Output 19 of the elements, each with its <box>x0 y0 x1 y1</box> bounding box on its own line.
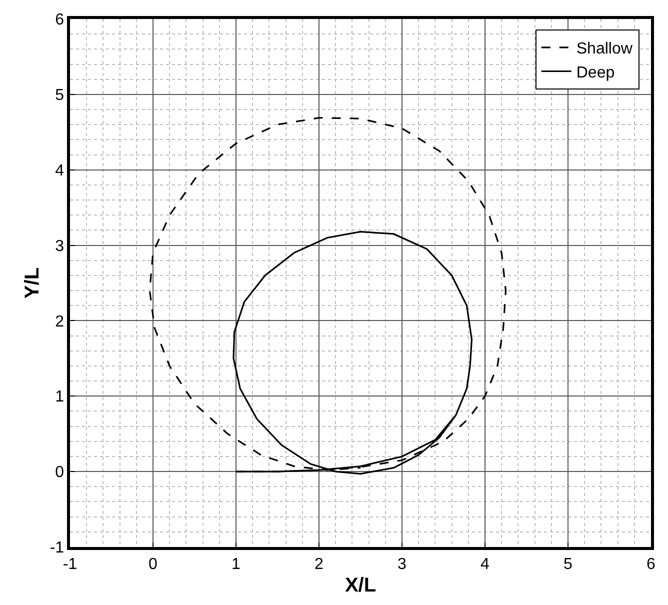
y-axis-title: Y/L <box>21 267 44 299</box>
y-tick-label: -1 <box>50 540 64 557</box>
y-tick-label: 5 <box>55 87 64 104</box>
x-tick-label: 6 <box>646 556 656 573</box>
x-tick-label: 4 <box>480 556 490 573</box>
y-tick-label: 1 <box>55 388 64 406</box>
x-tick-label: 2 <box>314 556 324 573</box>
x-tick-label: 3 <box>398 556 407 573</box>
y-tick-label: 4 <box>55 162 64 180</box>
x-tick-label: 5 <box>564 556 573 573</box>
y-tick-label: 2 <box>55 313 64 330</box>
x-tick-label: 1 <box>232 556 241 573</box>
legend-label: Shallow <box>576 40 633 58</box>
y-tick-label: 0 <box>55 464 64 482</box>
x-axis-title: X/L <box>344 574 376 596</box>
legend-label: Deep <box>576 64 615 82</box>
x-tick-label: 0 <box>148 556 158 573</box>
y-tick-label: 3 <box>55 238 64 255</box>
y-tick-label: 6 <box>55 12 64 29</box>
